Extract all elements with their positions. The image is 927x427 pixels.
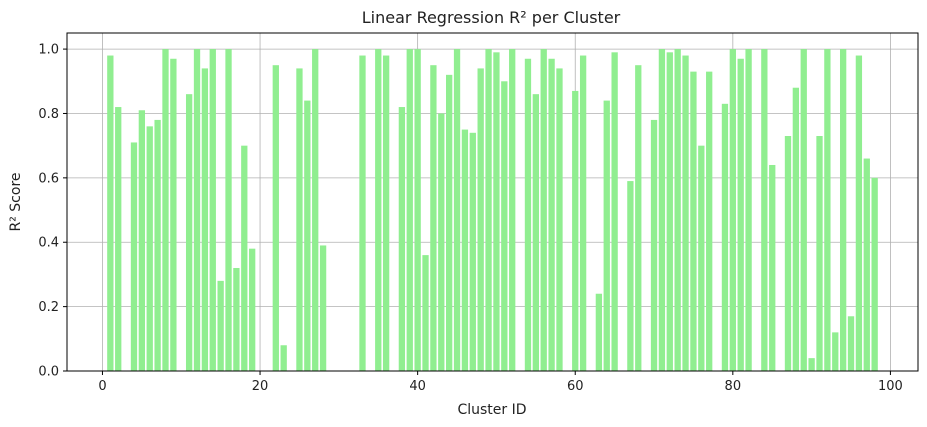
bar xyxy=(698,145,705,371)
bar xyxy=(233,267,240,371)
bar xyxy=(847,316,855,371)
bar xyxy=(761,49,768,371)
bar xyxy=(532,94,539,372)
bar xyxy=(446,74,453,371)
y-tick-label: 0.0 xyxy=(38,365,59,380)
bar xyxy=(674,49,681,371)
bar xyxy=(304,100,311,371)
bar xyxy=(792,87,800,371)
bar xyxy=(737,58,744,371)
bar xyxy=(430,65,437,371)
bars xyxy=(107,49,878,372)
bar xyxy=(201,68,209,372)
bar xyxy=(548,58,555,371)
y-tick-label: 1.0 xyxy=(38,43,59,58)
bar xyxy=(579,55,587,372)
bar xyxy=(272,65,279,371)
bar xyxy=(225,49,232,371)
bar xyxy=(650,119,658,372)
x-tick-label: 100 xyxy=(878,379,903,394)
bar xyxy=(138,110,146,371)
bar xyxy=(406,49,413,371)
chart-title: Linear Regression R² per Cluster xyxy=(362,8,621,27)
bar xyxy=(611,52,618,372)
bar xyxy=(469,132,476,371)
bar xyxy=(453,49,461,371)
bar xyxy=(721,103,729,372)
bar xyxy=(863,158,870,371)
bar xyxy=(603,100,610,371)
bar xyxy=(769,164,776,371)
x-tick-label: 80 xyxy=(725,379,742,394)
bar xyxy=(280,345,287,371)
bar xyxy=(477,68,484,372)
bar xyxy=(319,245,327,371)
bar xyxy=(107,55,114,372)
bar xyxy=(398,107,406,372)
bar xyxy=(509,49,516,371)
bar xyxy=(556,68,563,372)
bar xyxy=(635,65,642,371)
ticks: 0 20 40 60 80 100 0.0 0.2 0.4 0.6 0.8 1.0 xyxy=(38,43,903,394)
y-tick-label: 0.6 xyxy=(38,171,59,186)
plot-frame xyxy=(66,32,919,372)
bar xyxy=(690,71,697,371)
x-tick-label: 40 xyxy=(409,379,426,394)
bar xyxy=(745,49,752,371)
bar xyxy=(375,49,382,371)
bar xyxy=(595,293,603,371)
bar xyxy=(414,49,421,371)
bar xyxy=(422,255,429,371)
bar xyxy=(193,49,201,371)
bar xyxy=(808,358,815,371)
bar xyxy=(485,49,492,371)
y-axis-label: R² Score xyxy=(8,172,24,231)
x-axis-label: Cluster ID xyxy=(457,402,526,418)
bar xyxy=(832,332,839,371)
bar xyxy=(800,49,807,371)
bar xyxy=(572,90,579,371)
bar xyxy=(540,49,547,371)
bar xyxy=(146,126,153,371)
x-tick-label: 60 xyxy=(567,379,584,394)
bar xyxy=(729,49,736,371)
bar xyxy=(170,58,177,371)
bar xyxy=(130,142,138,371)
bar xyxy=(816,136,823,371)
bar xyxy=(658,49,666,371)
x-tick-label: 0 xyxy=(98,379,106,394)
bar xyxy=(185,94,193,372)
bar xyxy=(627,181,634,371)
x-tick-label: 20 xyxy=(252,379,269,394)
y-tick-label: 0.2 xyxy=(38,300,59,315)
bar xyxy=(162,49,169,371)
bar xyxy=(296,68,303,372)
bar xyxy=(154,119,161,372)
bar xyxy=(524,58,532,371)
bar xyxy=(666,52,673,372)
bar xyxy=(249,248,256,371)
bar xyxy=(855,55,863,372)
bar xyxy=(871,177,878,371)
bar xyxy=(784,136,792,371)
bar xyxy=(824,49,831,371)
bar xyxy=(438,113,445,371)
bar xyxy=(241,145,248,371)
bar xyxy=(501,81,508,372)
bar xyxy=(209,49,216,371)
bar xyxy=(706,71,713,371)
bar xyxy=(461,129,469,371)
bar xyxy=(312,49,319,371)
bar xyxy=(382,55,390,372)
bar xyxy=(839,49,847,371)
bar xyxy=(682,55,689,372)
bar xyxy=(217,280,224,371)
y-tick-label: 0.8 xyxy=(38,107,59,122)
bar xyxy=(359,55,366,372)
y-tick-label: 0.4 xyxy=(38,236,59,251)
bar xyxy=(493,52,500,372)
bar xyxy=(115,107,122,372)
